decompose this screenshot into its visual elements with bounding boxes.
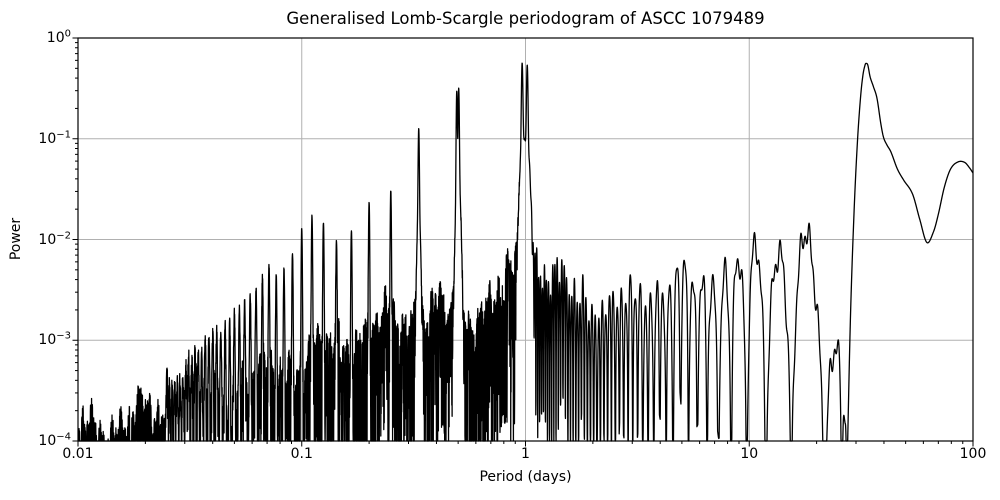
y-tick-label: 10−4 bbox=[38, 431, 71, 449]
y-tick-label: 100 bbox=[46, 28, 71, 46]
plot-frame bbox=[77, 37, 974, 442]
y-axis-label: Power bbox=[8, 217, 24, 261]
x-tick-label: 100 bbox=[959, 446, 987, 462]
x-tick-label: 0.01 bbox=[62, 446, 94, 462]
y-tick-label: 10−1 bbox=[38, 129, 71, 147]
x-tick-label: 10 bbox=[740, 446, 759, 462]
y-tick-label: 10−2 bbox=[38, 229, 71, 248]
chart-title: Generalised Lomb-Scargle periodogram of … bbox=[286, 9, 765, 28]
x-axis-label: Period (days) bbox=[479, 469, 572, 485]
x-tick-label: 0.1 bbox=[290, 446, 313, 462]
grid-lines bbox=[78, 38, 973, 441]
x-tick-label: 1 bbox=[521, 446, 530, 462]
y-tick-label: 10−3 bbox=[38, 330, 71, 349]
